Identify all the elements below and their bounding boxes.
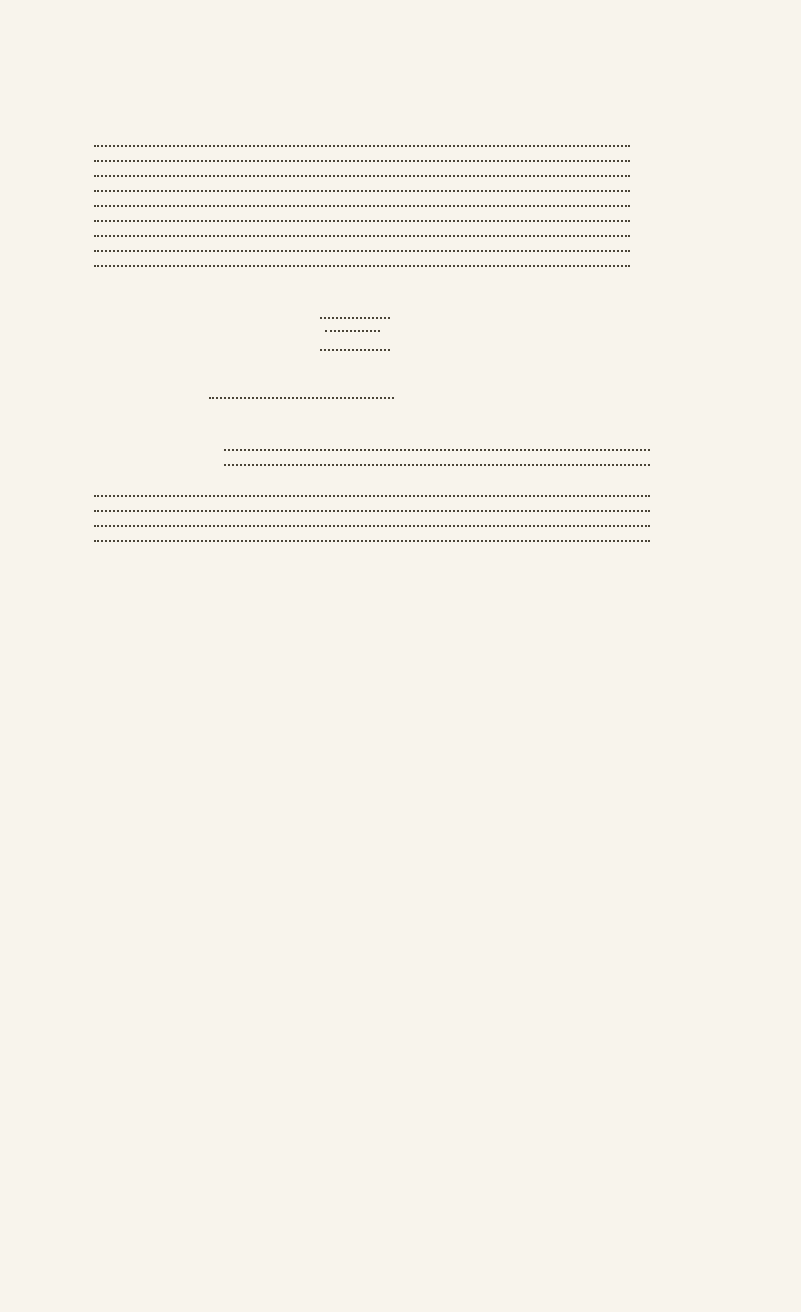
leader-dots bbox=[320, 349, 390, 351]
cause-row bbox=[90, 449, 711, 456]
leader-dots bbox=[94, 190, 630, 192]
stat-row bbox=[90, 205, 711, 212]
cause-row bbox=[90, 525, 711, 532]
leader-dots bbox=[94, 495, 650, 497]
leader-dots bbox=[94, 220, 630, 222]
leader-dots bbox=[320, 317, 390, 319]
stat-row bbox=[90, 265, 711, 272]
leader-dots bbox=[94, 235, 630, 237]
deaths-row-section bbox=[130, 397, 711, 404]
births-table bbox=[130, 307, 711, 404]
table-row-legitimate bbox=[130, 317, 711, 324]
cause-row bbox=[90, 495, 711, 502]
leader-dots bbox=[94, 540, 650, 542]
cause-row bbox=[90, 510, 711, 517]
leader-dots bbox=[224, 449, 650, 451]
leader-dots bbox=[94, 175, 630, 177]
deaths-row bbox=[130, 397, 711, 404]
leader-dots bbox=[224, 464, 650, 466]
stat-row bbox=[90, 235, 711, 242]
leader-dots bbox=[94, 525, 650, 527]
leader-dots bbox=[94, 205, 630, 207]
births-deaths-section bbox=[90, 307, 711, 404]
statistics-list bbox=[90, 145, 711, 272]
stat-row bbox=[90, 250, 711, 257]
stat-row bbox=[90, 175, 711, 182]
table-row-illegitimate bbox=[130, 330, 711, 337]
leader-dots bbox=[209, 397, 394, 399]
leader-dots bbox=[325, 330, 380, 332]
leader-dots bbox=[94, 510, 650, 512]
leader-dots bbox=[94, 160, 630, 162]
cause-row bbox=[90, 464, 711, 471]
stat-row bbox=[90, 220, 711, 227]
leader-dots bbox=[94, 265, 630, 267]
cause-row bbox=[90, 540, 711, 547]
stat-row bbox=[90, 160, 711, 167]
stat-row bbox=[90, 145, 711, 152]
leader-dots bbox=[94, 250, 630, 252]
causes-section bbox=[90, 449, 711, 547]
leader-dots bbox=[94, 145, 630, 147]
table-row-total bbox=[130, 349, 711, 356]
stat-row bbox=[90, 190, 711, 197]
